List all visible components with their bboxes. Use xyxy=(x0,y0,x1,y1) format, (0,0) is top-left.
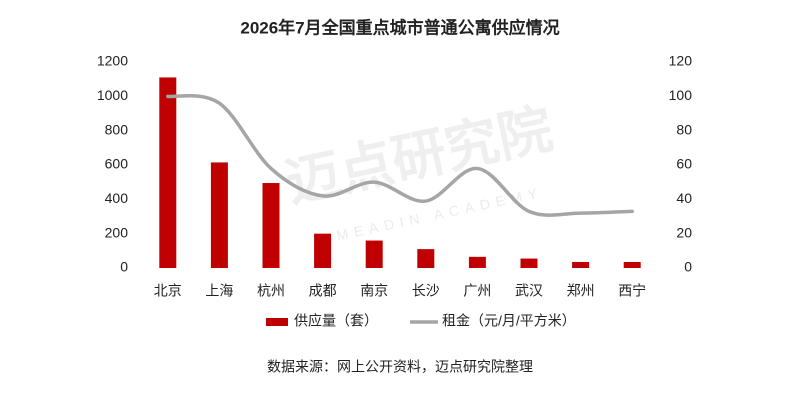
bar xyxy=(210,162,228,268)
y-tick-label: 1200 xyxy=(97,53,128,69)
y2-tick-label: 100 xyxy=(669,87,693,103)
line xyxy=(166,93,634,217)
bar xyxy=(365,240,383,268)
y-tick-label: 1000 xyxy=(97,87,128,103)
x-tick-label: 成都 xyxy=(309,283,337,299)
bar xyxy=(417,249,435,268)
bar xyxy=(262,183,280,268)
x-tick-label: 北京 xyxy=(154,283,182,299)
legend-swatch xyxy=(266,318,288,326)
y2-tick-label: 20 xyxy=(676,224,692,240)
chart-title: 2026年7月全国重点城市普通公寓供应情况 xyxy=(240,17,559,37)
y2-tick-label: 40 xyxy=(676,190,692,206)
y-tick-label: 400 xyxy=(105,190,129,206)
x-tick-label: 广州 xyxy=(463,283,491,299)
legend-label: 租金（元/月/平方米） xyxy=(442,313,576,329)
y2-tick-label: 60 xyxy=(676,156,692,172)
bar xyxy=(159,77,177,268)
legend-label: 供应量（套） xyxy=(294,313,378,329)
bar xyxy=(623,261,641,268)
y2-tick-label: 120 xyxy=(669,53,693,69)
x-tick-label: 南京 xyxy=(360,283,388,299)
y-tick-label: 200 xyxy=(105,224,129,240)
x-tick-label: 武汉 xyxy=(515,283,543,299)
y-tick-label: 800 xyxy=(105,121,129,137)
y2-tick-label: 0 xyxy=(684,259,692,275)
x-tick-label: 郑州 xyxy=(567,283,595,299)
bar xyxy=(572,261,590,268)
x-tick-label: 杭州 xyxy=(257,283,285,299)
bar xyxy=(314,233,332,268)
y2-tick-label: 80 xyxy=(676,121,692,137)
bar xyxy=(468,256,486,268)
y-tick-label: 600 xyxy=(105,156,129,172)
x-tick-label: 上海 xyxy=(205,283,233,299)
x-tick-label: 西宁 xyxy=(618,283,646,299)
x-tick-label: 长沙 xyxy=(412,283,440,299)
bar xyxy=(520,258,538,268)
y-tick-label: 0 xyxy=(120,259,128,275)
source-note: 数据来源：网上公开资料，迈点研究院整理 xyxy=(267,359,533,375)
